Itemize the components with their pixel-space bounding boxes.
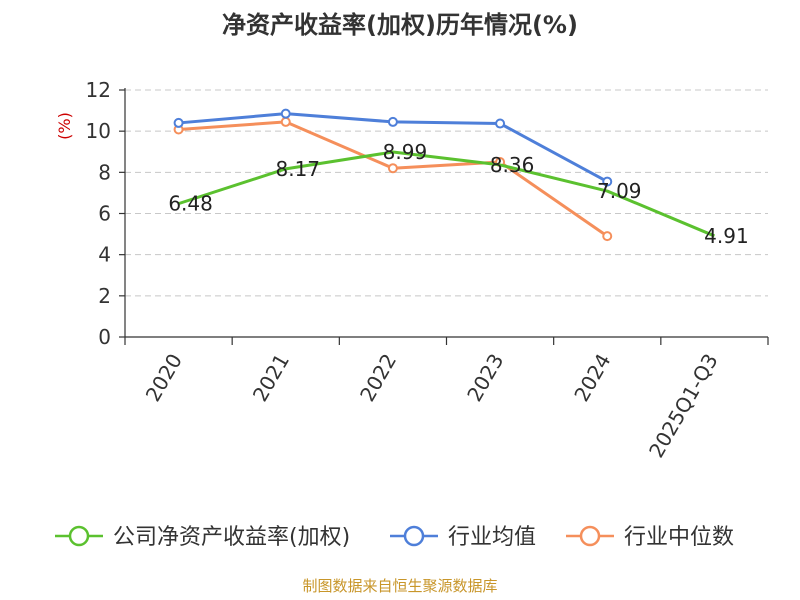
x-tick-label: 2020	[141, 350, 187, 406]
x-tick-label: 2025Q1-Q3	[644, 350, 723, 462]
chart-title: 净资产收益率(加权)历年情况(%)	[222, 11, 578, 39]
data-label: 8.36	[490, 153, 535, 177]
series-point-1	[173, 117, 184, 128]
y-tick-label: 6	[98, 202, 111, 226]
y-axis-label: (%)	[55, 112, 74, 140]
x-tick-label: 2023	[462, 350, 508, 406]
x-tick-label: 2022	[355, 350, 401, 406]
series-point-2	[280, 116, 291, 127]
x-tick-label: 2021	[248, 350, 294, 406]
y-tick-label: 2	[98, 284, 111, 308]
axes: 0 2 4 6 8 10 12 2020 2021 2022 2023 2024 2025Q1-Q3	[86, 78, 769, 462]
legend-label: 行业中位数	[624, 525, 734, 550]
data-labels: 6.48 8.17 8.99 8.36 7.09 4.91	[168, 140, 748, 248]
data-label: 4.91	[704, 224, 749, 248]
legend-item-2[interactable]: 行业中位数	[566, 525, 734, 550]
legend-item-1[interactable]: 行业均值	[390, 525, 536, 550]
series-lines	[173, 108, 715, 242]
legend-label: 公司净资产收益率(加权)	[113, 525, 350, 550]
source-note: 制图数据来自恒生聚源数据库	[302, 577, 497, 595]
y-tick-label: 4	[98, 243, 111, 267]
y-tick-label: 12	[86, 78, 111, 102]
y-tick-label: 0	[98, 325, 111, 349]
legend-item-0[interactable]: 公司净资产收益率(加权)	[55, 525, 350, 550]
series-point-2	[387, 163, 398, 174]
series-line-0	[178, 150, 715, 238]
data-label: 8.17	[275, 157, 320, 181]
data-label: 6.48	[168, 192, 213, 216]
y-tick-label: 10	[86, 119, 111, 143]
series-point-1	[387, 116, 398, 127]
legend-marker	[403, 525, 425, 547]
data-label: 8.99	[383, 140, 428, 164]
legend: 公司净资产收益率(加权) 行业均值 行业中位数	[55, 525, 734, 550]
y-tick-label: 8	[98, 160, 111, 184]
data-label: 7.09	[597, 179, 642, 203]
series-point-1	[495, 118, 506, 129]
series-point-1	[280, 108, 291, 119]
legend-label: 行业均值	[448, 525, 536, 550]
legend-marker	[68, 525, 90, 547]
series-point-1	[602, 176, 613, 187]
legend-marker	[579, 525, 601, 547]
x-tick-label: 2024	[569, 350, 615, 406]
grid-lines	[125, 89, 768, 297]
series-point-2	[602, 231, 613, 242]
